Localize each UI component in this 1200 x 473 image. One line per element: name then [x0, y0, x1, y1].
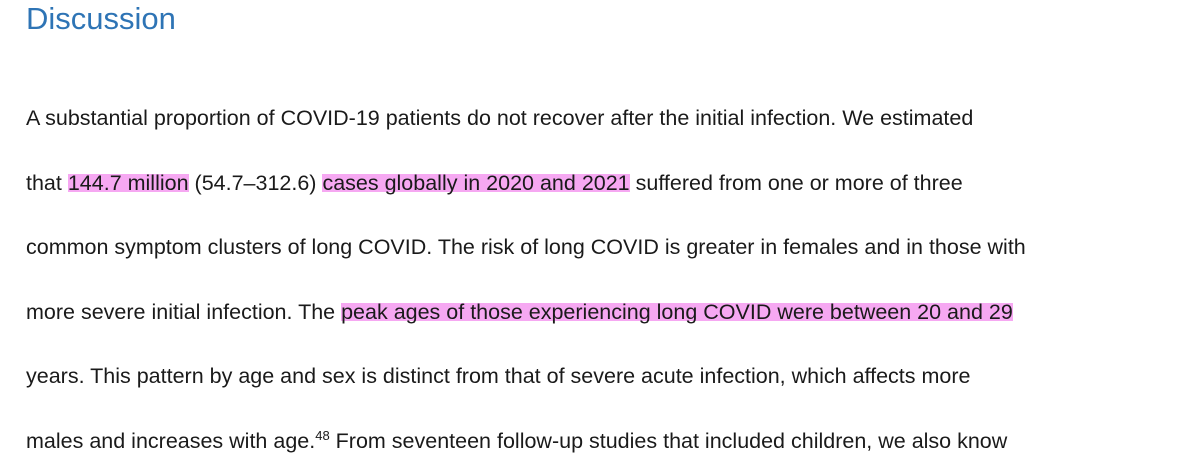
paragraph-line-3: common symptom clusters of long COVID. T… [26, 215, 1196, 280]
line-2-text-c: (54.7–312.6) [189, 171, 323, 195]
highlight-cases-globally: cases globally in 2020 and 2021 [322, 171, 629, 195]
highlight-case-count: 144.7 million [68, 171, 189, 195]
line-6-text-a: males and increases with age. [26, 429, 315, 453]
reference-superscript[interactable]: 48 [315, 427, 329, 442]
line-4-text-a: more severe initial infection. The [26, 300, 341, 324]
paragraph-line-2: that 144.7 million (54.7–312.6) cases gl… [26, 151, 1196, 216]
section-heading: Discussion [26, 0, 176, 38]
discussion-paragraph: A substantial proportion of COVID-19 pat… [26, 86, 1196, 473]
paragraph-line-5: years. This pattern by age and sex is di… [26, 344, 1196, 409]
highlight-peak-ages: peak ages of those experiencing long COV… [341, 300, 1013, 324]
line-2-text-e: suffered from one or more of three [630, 171, 963, 195]
paragraph-line-4: more severe initial infection. The peak … [26, 280, 1196, 345]
paragraph-line-6: males and increases with age.48 From sev… [26, 409, 1196, 473]
paragraph-line-1: A substantial proportion of COVID-19 pat… [26, 86, 1196, 151]
line-6-text-b: From seventeen follow-up studies that in… [330, 429, 1008, 453]
line-2-text-a: that [26, 171, 68, 195]
